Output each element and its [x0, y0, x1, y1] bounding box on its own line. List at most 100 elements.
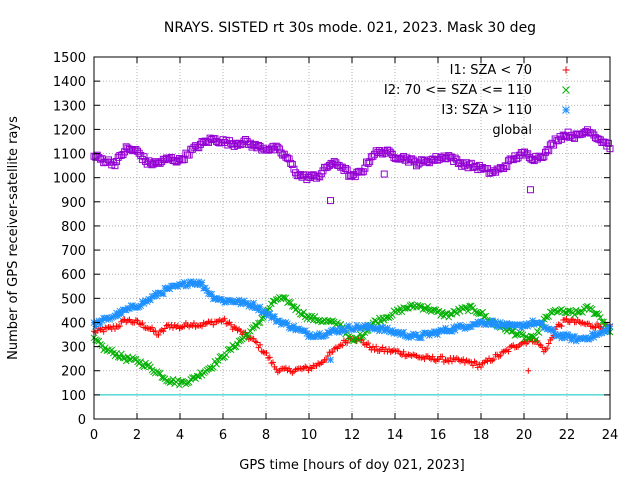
data-point: [305, 333, 312, 341]
data-point: [561, 334, 569, 342]
data-point: [251, 321, 259, 329]
data-point: [201, 284, 209, 292]
y-tick-label: 1200: [53, 123, 86, 138]
data-point: [221, 315, 228, 322]
y-axis-label: Number of GPS receiver-satellite rays: [6, 116, 21, 360]
data-point: [137, 358, 145, 365]
data-point: [384, 324, 391, 332]
data-point: [118, 310, 125, 318]
data-point: [213, 360, 220, 368]
data-point: [448, 328, 456, 335]
data-point: [429, 353, 436, 360]
data-point: [211, 295, 219, 302]
x-tick-label: 16: [430, 428, 447, 443]
data-point: [308, 333, 316, 340]
data-point: [214, 296, 222, 304]
data-point: [156, 370, 164, 377]
data-point: [587, 334, 595, 342]
data-point: [228, 321, 235, 328]
data-point: [371, 346, 378, 353]
data-point: [163, 377, 170, 385]
data-point: [347, 325, 354, 333]
y-tick-label: 1400: [53, 75, 86, 90]
data-point: [150, 292, 158, 300]
data-point: [522, 320, 530, 328]
data-point: [314, 332, 322, 340]
data-point: [342, 327, 349, 335]
y-tick-label: 700: [61, 244, 86, 259]
data-point: [501, 323, 509, 331]
data-point: [190, 320, 197, 327]
data-point: [488, 317, 496, 324]
data-point: [189, 280, 196, 288]
data-point: [429, 306, 436, 314]
data-point: [297, 310, 304, 318]
y-tick-label: 1100: [53, 148, 86, 163]
data-point: [598, 329, 606, 337]
data-point: [373, 343, 380, 350]
data-point: [487, 321, 495, 329]
data-point: [327, 197, 334, 205]
data-point: [351, 325, 359, 332]
data-point: [250, 299, 257, 307]
data-point: [198, 279, 206, 286]
data-point: [271, 313, 278, 320]
data-point: [124, 304, 132, 312]
data-point: [235, 296, 243, 304]
data-point: [340, 326, 348, 334]
data-point: [492, 318, 499, 325]
data-point: [364, 321, 372, 329]
data-point: [539, 344, 546, 351]
data-point: [588, 330, 596, 337]
data-point: [490, 356, 497, 363]
data-point: [604, 139, 612, 147]
data-point: [182, 282, 190, 290]
data-point: [134, 304, 141, 311]
data-point: [490, 321, 498, 328]
data-point: [467, 323, 475, 331]
data-point: [577, 334, 585, 342]
data-point: [248, 303, 256, 311]
legend-label: I3: SZA > 110: [441, 103, 532, 118]
data-point: [184, 282, 191, 289]
data-point: [566, 333, 574, 341]
data-point: [95, 337, 103, 345]
data-point: [377, 318, 385, 325]
data-point: [469, 362, 476, 369]
data-point: [424, 303, 432, 310]
y-tick-label: 300: [61, 341, 86, 356]
legend-label: global: [492, 123, 532, 138]
data-point: [559, 331, 567, 339]
data-point: [159, 290, 167, 298]
data-point: [545, 340, 552, 347]
y-tick-label: 100: [61, 389, 86, 404]
chart-title: NRAYS. SISTED rt 30s mode. 021, 2023. Ma…: [164, 20, 536, 36]
data-point: [137, 302, 145, 310]
data-point: [199, 323, 206, 330]
x-tick-label: 20: [516, 428, 533, 443]
data-point: [463, 324, 470, 332]
x-axis-label: GPS time [hours of doy 021, 2023]: [239, 458, 464, 473]
data-point: [237, 328, 244, 335]
data-point: [140, 300, 148, 307]
data-point: [153, 292, 161, 300]
data-point: [255, 319, 262, 327]
data-point: [116, 322, 123, 329]
data-point: [245, 332, 253, 339]
data-point: [345, 322, 353, 330]
grid-lines: [94, 57, 610, 419]
data-point: [458, 322, 466, 330]
data-point: [266, 354, 273, 361]
data-point: [256, 319, 264, 327]
data-point: [374, 319, 382, 327]
data-point: [287, 299, 295, 306]
data-point: [450, 307, 457, 315]
x-tick-label: 2: [133, 428, 141, 443]
data-point: [147, 363, 154, 371]
data-point: [151, 289, 159, 297]
data-point: [361, 322, 369, 329]
data-point: [243, 300, 251, 307]
y-tick-label: 800: [61, 220, 86, 235]
data-point: [567, 336, 575, 344]
